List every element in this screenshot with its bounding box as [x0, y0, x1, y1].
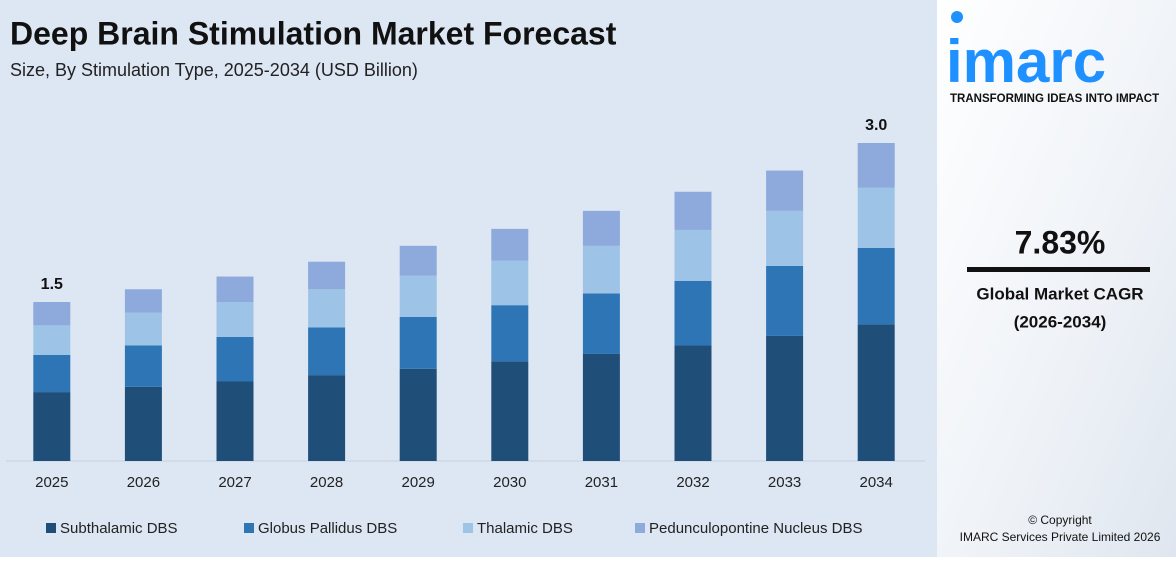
bar-segment — [308, 289, 346, 328]
bar-segment — [674, 229, 712, 281]
x-tick-label: 2032 — [676, 474, 709, 491]
chart-title: Deep Brain Stimulation Market Forecast — [10, 15, 617, 51]
bar-segment — [582, 353, 620, 461]
x-tick-label: 2028 — [310, 474, 343, 491]
copyright: © Copyright — [1028, 513, 1092, 527]
bar-segment — [857, 324, 895, 461]
bar-segment — [399, 245, 437, 276]
bar-segment — [674, 345, 712, 461]
x-tick-label: 2034 — [860, 474, 893, 491]
bar-segment — [124, 312, 162, 346]
bar-segment — [33, 392, 71, 461]
legend-label: Subthalamic DBS — [60, 520, 178, 537]
bar-segment — [399, 316, 437, 369]
bar-segment — [491, 260, 529, 306]
bar-segment — [308, 261, 346, 290]
cagr-value: 7.83% — [1015, 224, 1106, 260]
data-label: 3.0 — [865, 117, 887, 134]
bar-segment — [491, 228, 529, 261]
bar-segment — [308, 375, 346, 461]
bar-segment — [766, 335, 804, 461]
bar-segment — [857, 187, 895, 248]
bar-segment — [766, 170, 804, 211]
legend-label: Pedunculopontine Nucleus DBS — [649, 520, 862, 537]
x-tick-label: 2029 — [402, 474, 435, 491]
bar-segment — [124, 386, 162, 461]
company: IMARC Services Private Limited 2026 — [960, 530, 1161, 544]
bar-segment — [33, 355, 71, 393]
logo: imarc — [946, 28, 1106, 95]
legend-swatch — [463, 523, 473, 533]
bar-segment — [216, 381, 254, 461]
x-tick-label: 2031 — [585, 474, 618, 491]
tagline: TRANSFORMING IDEAS INTO IMPACT — [950, 93, 1159, 105]
x-tick-label: 2026 — [127, 474, 160, 491]
bar-segment — [124, 345, 162, 387]
bar-segment — [491, 361, 529, 461]
bar-segment — [582, 293, 620, 354]
bar-segment — [766, 210, 804, 266]
bar-segment — [857, 247, 895, 325]
legend-swatch — [635, 523, 645, 533]
bar-segment — [216, 276, 254, 302]
bar-segment — [216, 302, 254, 337]
legend-swatch — [244, 523, 254, 533]
cagr-period: (2026-2034) — [1014, 312, 1107, 331]
bar-segment — [491, 305, 529, 362]
bar-segment — [582, 245, 620, 294]
x-tick-label: 2030 — [493, 474, 526, 491]
data-label: 1.5 — [41, 276, 63, 293]
legend-swatch — [46, 523, 56, 533]
bar-segment — [33, 325, 71, 355]
bar-segment — [674, 280, 712, 346]
cagr-label: Global Market CAGR — [976, 284, 1143, 303]
bar-segment — [308, 327, 346, 376]
bar-segment — [216, 336, 254, 382]
bar-segment — [124, 289, 162, 313]
bar-segment — [674, 191, 712, 230]
bar-segment — [399, 368, 437, 461]
x-tick-label: 2027 — [218, 474, 251, 491]
bar-segment — [766, 265, 804, 336]
legend-label: Thalamic DBS — [477, 520, 573, 537]
side-background — [937, 0, 1176, 557]
bar-segment — [33, 302, 71, 326]
legend-label: Globus Pallidus DBS — [258, 520, 397, 537]
chart-subtitle: Size, By Stimulation Type, 2025-2034 (US… — [10, 60, 418, 80]
logo-dot — [951, 11, 963, 23]
x-tick-label: 2025 — [35, 474, 68, 491]
bar-segment — [399, 275, 437, 317]
x-tick-label: 2033 — [768, 474, 801, 491]
bar-segment — [857, 143, 895, 188]
bar-segment — [582, 210, 620, 246]
divider — [967, 267, 1150, 272]
